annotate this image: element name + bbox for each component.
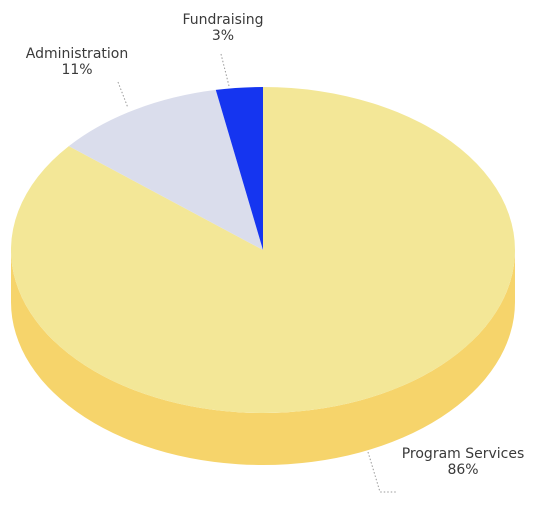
label-administration: Administration 11%	[12, 46, 142, 78]
label-program-services: Program Services 86%	[398, 446, 528, 478]
pie-top-layer	[10, 87, 516, 413]
pie-slice-fundraising	[215, 87, 263, 250]
leader-line-program-services	[367, 451, 396, 493]
label-fundraising: Fundraising 3%	[178, 12, 268, 44]
pie-slice-program-services	[10, 87, 516, 413]
pie-slice-administration	[68, 89, 264, 250]
label-program-services-name: Program Services	[401, 446, 525, 462]
leader-line-administration	[117, 81, 129, 109]
label-program-services-value: 86%	[447, 462, 479, 478]
label-administration-name: Administration	[25, 46, 129, 62]
label-administration-value: 11%	[61, 62, 93, 78]
label-fundraising-value: 3%	[211, 28, 235, 44]
label-fundraising-name: Fundraising	[182, 12, 264, 28]
leader-lines	[117, 53, 396, 493]
pie-side-program-services	[11, 250, 515, 465]
pie-side-layer	[11, 250, 515, 465]
leader-line-fundraising	[220, 53, 230, 87]
